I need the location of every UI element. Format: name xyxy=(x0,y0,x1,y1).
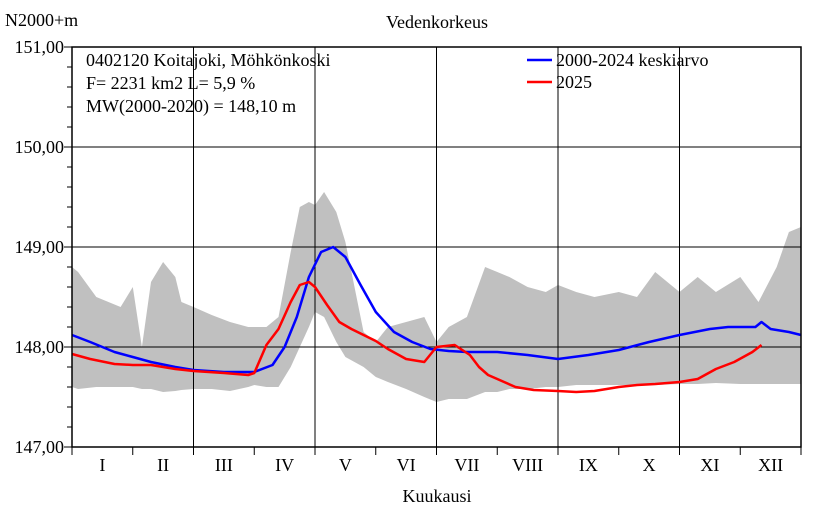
y-tick-label: 149,00 xyxy=(15,237,65,257)
x-axis-label: Kuukausi xyxy=(403,486,472,506)
y-tick-label: 147,00 xyxy=(15,437,65,457)
y-tick-label: 150,00 xyxy=(15,137,65,157)
month-label: VIII xyxy=(512,455,543,475)
x-axis: I II III IV V VI VII VIII IX X XI XII xyxy=(71,447,802,475)
month-label: XI xyxy=(700,455,719,475)
y-tick-label: 151,00 xyxy=(15,37,65,57)
legend: 2000-2024 keskiarvo 2025 xyxy=(527,50,708,92)
month-label: XII xyxy=(758,455,783,475)
station-info: 0402120 Koitajoki, Möhkönkoski F= 2231 k… xyxy=(86,50,331,117)
month-label: I xyxy=(99,455,105,475)
month-label: VI xyxy=(397,455,416,475)
legend-label-2025: 2025 xyxy=(556,72,592,92)
month-label: VII xyxy=(454,455,479,475)
month-label: V xyxy=(339,455,352,475)
station-mean-water-level: MW(2000-2020) = 148,10 m xyxy=(86,96,296,117)
month-label: IX xyxy=(579,455,598,475)
station-area: F= 2231 km2 L= 5,9 % xyxy=(86,73,255,93)
plot-frame xyxy=(71,46,802,448)
month-label: II xyxy=(157,455,169,475)
y-tick-label: 148,00 xyxy=(15,337,65,357)
series-line-2025 xyxy=(71,280,763,394)
y-axis: 147,00 148,00 149,00 150,00 151,00 xyxy=(15,37,72,457)
chart-title: Vedenkorkeus xyxy=(386,12,488,32)
month-label: III xyxy=(215,455,233,475)
series xyxy=(71,245,802,394)
month-label: X xyxy=(643,455,656,475)
y-axis-unit-label: N2000+m xyxy=(5,10,78,30)
station-name: 0402120 Koitajoki, Möhkönkoski xyxy=(86,50,331,70)
legend-label-mean: 2000-2024 keskiarvo xyxy=(556,50,708,70)
month-label: IV xyxy=(275,455,294,475)
